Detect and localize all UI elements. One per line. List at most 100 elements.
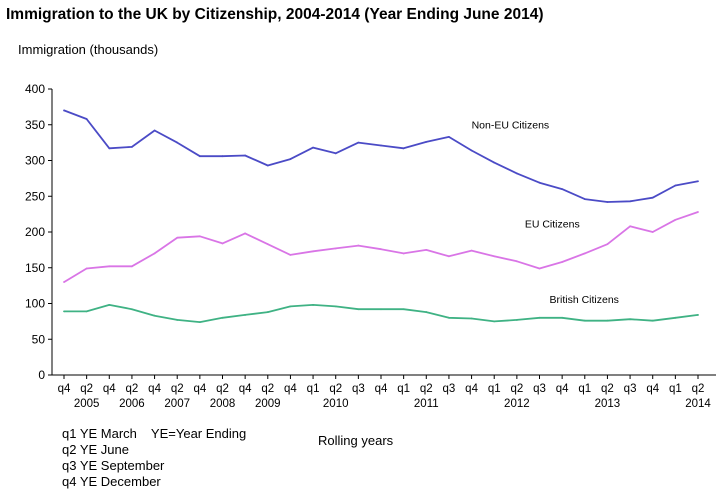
y-tick-label: 100	[25, 297, 45, 311]
data-point	[334, 305, 337, 308]
x-year-label: 2009	[255, 398, 281, 410]
data-point	[629, 200, 631, 203]
data-point	[583, 198, 586, 201]
data-point	[198, 155, 201, 158]
data-point	[651, 196, 654, 199]
y-tick-label: 350	[25, 118, 45, 132]
x-tick-label: q1	[488, 383, 501, 395]
data-point	[470, 317, 473, 320]
y-axis-label: Immigration (thousands)	[18, 42, 159, 57]
x-year-label: 2013	[595, 398, 621, 410]
data-point	[244, 232, 247, 235]
data-point	[425, 141, 428, 143]
x-tick-label: q1	[397, 383, 410, 395]
data-point	[153, 252, 156, 255]
y-tick-label: 200	[25, 225, 45, 239]
data-point	[583, 252, 586, 255]
y-tick-label: 0	[38, 368, 45, 382]
data-point	[108, 265, 111, 268]
chart-title: Immigration to the UK by Citizenship, 20…	[6, 6, 544, 23]
x-year-label: 2006	[119, 398, 145, 410]
data-point	[108, 304, 111, 306]
data-point	[176, 141, 179, 144]
data-point	[425, 311, 428, 313]
data-point	[221, 155, 224, 158]
note-line-1: q1 YE March YE=Year Ending	[62, 426, 246, 442]
data-point	[402, 308, 405, 311]
y-tick-label: 150	[25, 261, 45, 275]
data-point	[606, 201, 609, 203]
x-tick-label: q4	[556, 383, 569, 395]
data-point	[221, 316, 224, 319]
y-tick-label: 300	[25, 154, 45, 168]
data-point	[198, 321, 201, 323]
data-point	[131, 265, 133, 268]
data-point	[266, 311, 269, 313]
data-point	[629, 318, 631, 321]
data-point	[515, 172, 518, 175]
data-point	[312, 250, 314, 253]
data-point	[606, 319, 609, 322]
x-tick-label: q4	[148, 383, 161, 395]
data-point	[312, 146, 314, 149]
data-point	[402, 252, 405, 255]
x-tick-label: q3	[624, 383, 637, 395]
data-point	[470, 149, 473, 152]
x-tick-label: q1	[578, 383, 591, 395]
series-line	[64, 303, 699, 324]
note-q1: q1 YE March	[62, 426, 137, 441]
x-year-label: 2008	[210, 398, 236, 410]
data-point	[176, 236, 179, 239]
x-tick-label: q3	[352, 383, 365, 395]
data-point	[674, 316, 677, 319]
data-point	[131, 146, 133, 148]
data-point	[221, 242, 224, 245]
data-point	[85, 310, 88, 313]
data-point	[448, 316, 450, 319]
x-year-label: 2007	[164, 398, 190, 410]
data-point	[357, 244, 360, 247]
data-point	[538, 316, 541, 319]
series-label: Non-EU Citizens	[472, 119, 550, 131]
data-point	[380, 144, 382, 147]
x-tick-label: q4	[58, 383, 71, 395]
data-point	[63, 310, 65, 313]
data-point	[244, 314, 247, 316]
x-tick-label: q3	[443, 383, 456, 395]
x-tick-label: q2	[692, 383, 705, 395]
x-tick-label: q2	[171, 383, 184, 395]
x-tick-label: q4	[193, 383, 206, 395]
data-point	[63, 109, 65, 112]
data-point	[651, 319, 654, 322]
x-axis-title: Rolling years	[318, 433, 394, 448]
x-year-label: 2010	[323, 398, 349, 410]
data-point	[312, 304, 314, 306]
data-point	[266, 164, 269, 167]
x-tick-label: q4	[239, 383, 252, 395]
data-point	[289, 305, 292, 308]
data-point	[380, 308, 382, 311]
data-point	[108, 147, 111, 150]
data-point	[629, 225, 631, 228]
x-tick-label: q4	[103, 383, 116, 395]
note-q2: q2 YE June	[62, 442, 129, 457]
data-point	[493, 320, 496, 323]
data-point	[198, 235, 201, 238]
x-year-label: 2012	[504, 398, 530, 410]
data-point	[380, 248, 382, 251]
abbreviation-notes: q1 YE March YE=Year Ending q2 YE June q3 …	[62, 426, 246, 490]
data-point	[470, 249, 473, 252]
series-line	[63, 211, 699, 283]
x-tick-label: q2	[601, 383, 614, 395]
data-point	[85, 118, 88, 120]
data-point	[697, 314, 699, 316]
data-point	[448, 255, 450, 258]
data-point	[606, 243, 609, 246]
data-point	[515, 319, 518, 321]
data-point	[561, 316, 564, 319]
data-point	[153, 129, 156, 132]
note-q4: q4 YE December	[62, 474, 161, 489]
data-point	[538, 267, 541, 270]
data-point	[289, 158, 292, 160]
